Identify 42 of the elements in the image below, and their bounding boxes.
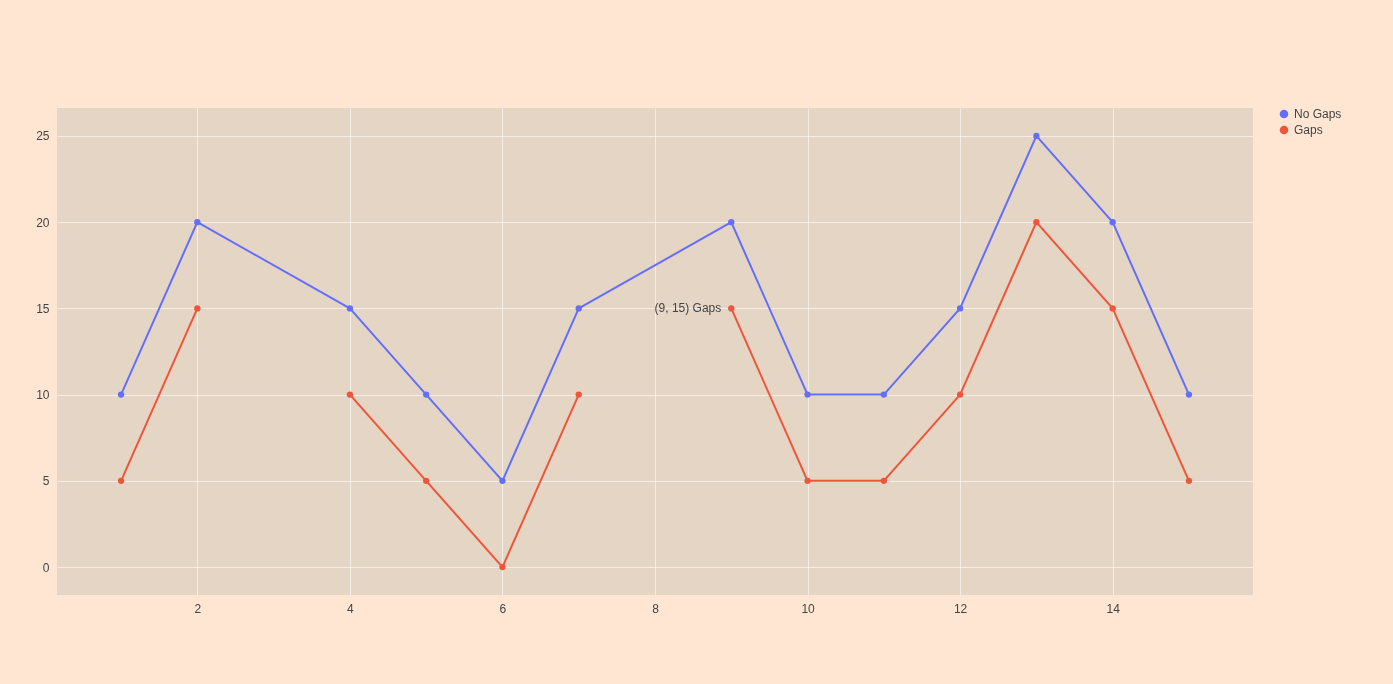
y-tick-label: 5 [42, 474, 50, 489]
point [575, 391, 582, 398]
point [1109, 305, 1116, 312]
y-tick-label: 15 [36, 301, 50, 316]
point [956, 391, 964, 398]
point [728, 219, 735, 226]
point [804, 391, 811, 398]
y-tick-label: 0 [42, 560, 50, 575]
x-tick-label: 8 [652, 601, 660, 616]
point [423, 477, 430, 484]
point [575, 305, 582, 312]
point [1033, 219, 1040, 226]
point [880, 391, 887, 398]
point [117, 391, 125, 398]
annotation: (9, 15) Gaps [654, 301, 722, 316]
point [804, 477, 811, 484]
y-tick-label: 25 [36, 129, 50, 144]
point [346, 391, 354, 398]
point [728, 305, 735, 312]
x-tick-label: 10 [801, 601, 816, 616]
y-tick-label: 10 [36, 388, 50, 403]
x-tick-label: 2 [194, 601, 202, 616]
point [117, 477, 125, 484]
x-tick-label: 12 [953, 601, 968, 616]
legend-label: No Gaps [1294, 107, 1342, 121]
x-tick-label: 4 [347, 601, 355, 616]
point [346, 305, 354, 312]
point [194, 305, 201, 312]
y-tick-label: 20 [36, 215, 50, 230]
point [1033, 132, 1040, 140]
point [1109, 219, 1116, 226]
point [1185, 477, 1193, 484]
point [423, 391, 430, 398]
point [1185, 391, 1193, 398]
point [499, 563, 506, 571]
point [499, 477, 506, 484]
legend-label: Gaps [1294, 123, 1323, 137]
point [956, 305, 964, 312]
x-tick-label: 14 [1106, 601, 1121, 616]
x-tick-label: 6 [499, 601, 507, 616]
point [194, 219, 201, 226]
point [880, 477, 887, 484]
